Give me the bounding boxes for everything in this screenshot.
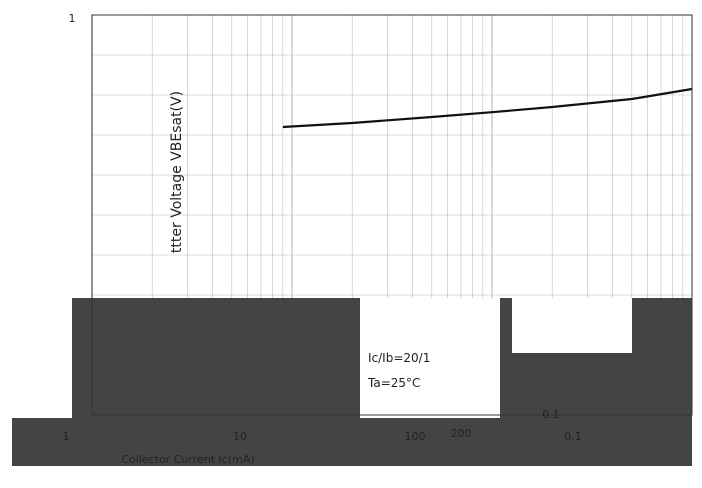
annotation-ratio: Ic/Ib=20/1: [368, 351, 430, 365]
x-tick-label: 0.1: [542, 408, 560, 421]
band-white-patch: [360, 298, 500, 418]
y-top-tick-label: 1: [69, 12, 76, 25]
annotation-temp: Ta=25°C: [367, 376, 420, 390]
x-tick-labels: 1 10 100 200 0.1 0.1: [63, 408, 582, 443]
y-axis-label: ttter Voltage VBEsat(V): [169, 91, 185, 253]
band-white-patch: [512, 298, 632, 353]
vbesat-series-line: [282, 87, 693, 129]
x-tick-label: 0.1: [564, 430, 582, 443]
series-group: [282, 87, 693, 129]
x-axis-label: Collector Current Ic(mA): [121, 453, 254, 466]
x-tick-label: 100: [405, 430, 426, 443]
x-tick-label: 10: [233, 430, 247, 443]
plot-frame: [91, 14, 693, 416]
x-tick-label: 1: [63, 430, 70, 443]
band-white-patch: [12, 298, 72, 418]
x-tick-label: 200: [451, 427, 472, 440]
